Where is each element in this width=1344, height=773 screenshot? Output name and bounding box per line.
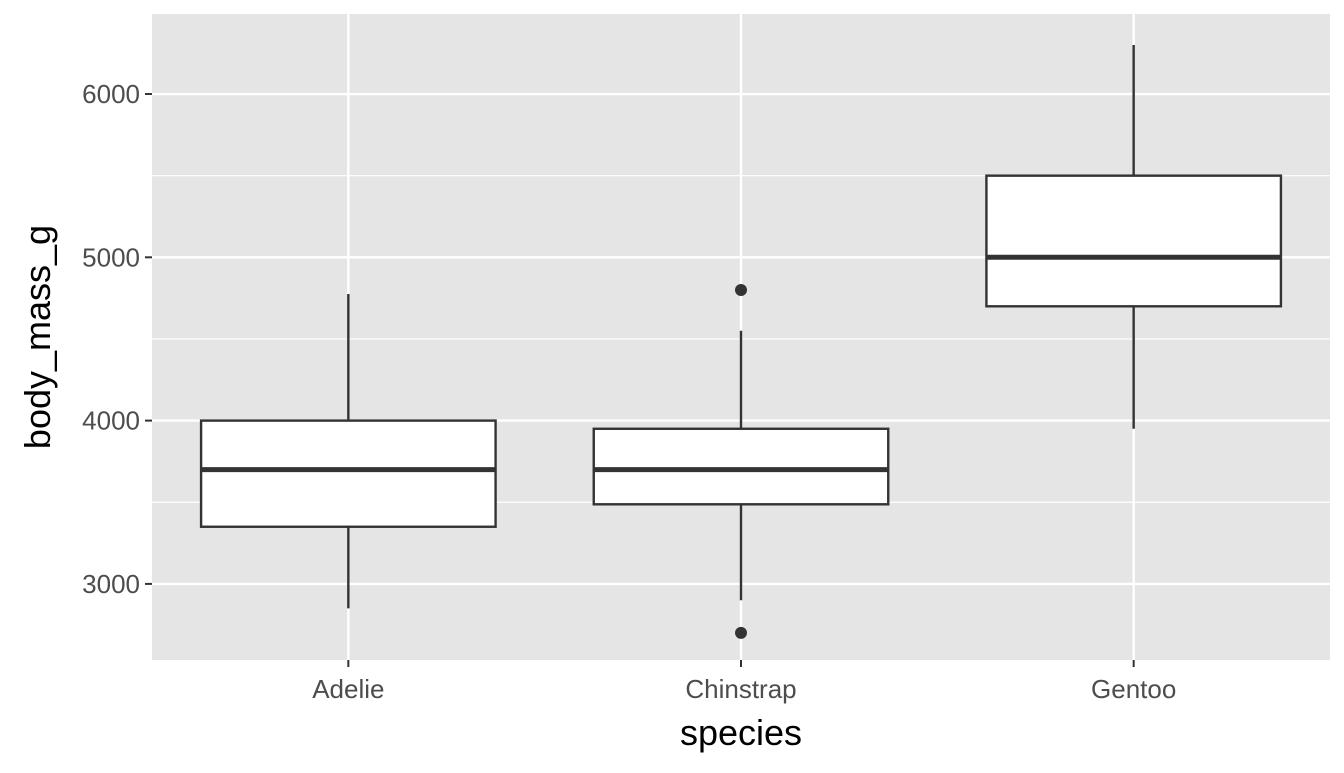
y-tick-label: 5000 (82, 242, 140, 272)
iqr-box (985, 174, 1283, 308)
x-tick-label: Chinstrap (685, 674, 796, 704)
box-adelie (199, 294, 497, 609)
x-axis-title: species (680, 712, 802, 753)
y-axis-title: body_mass_g (17, 225, 58, 449)
axes: 3000 4000 5000 6000 Adelie Chinstrap Gentoo (82, 79, 1176, 704)
y-tick-label: 3000 (82, 569, 140, 599)
box-chinstrap (592, 283, 890, 639)
x-tick-label: Adelie (312, 674, 384, 704)
y-tick-label: 6000 (82, 79, 140, 109)
box-gentoo (985, 45, 1283, 429)
iqr-box (592, 427, 890, 506)
outlier-point (735, 626, 747, 639)
boxes (199, 45, 1283, 639)
iqr-box (199, 419, 497, 528)
x-tick-label: Gentoo (1091, 674, 1176, 704)
y-tick-label: 4000 (82, 406, 140, 436)
outlier-point (735, 283, 747, 296)
